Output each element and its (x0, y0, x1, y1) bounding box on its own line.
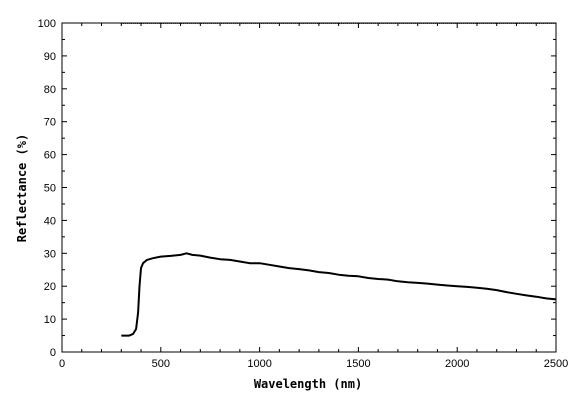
y-tick-label: 90 (44, 51, 56, 63)
y-tick-label: 80 (44, 84, 56, 96)
x-tick-label: 2000 (445, 358, 469, 370)
y-tick-label: 40 (44, 215, 56, 227)
y-tick-label: 30 (44, 248, 56, 260)
y-axis-label: Reflectance (%) (15, 134, 29, 242)
plot-area (61, 22, 557, 353)
x-tick-label: 1000 (247, 358, 271, 370)
tick-labels: 0 500 1000 1500 2000 2500 0 10 20 30 40 50 60 70 80 90 1… (38, 18, 569, 370)
x-axis-label: Wavelength (nm) (254, 377, 362, 391)
x-tick-label: 1500 (346, 358, 370, 370)
y-tick-label: 60 (44, 150, 56, 162)
y-tick-label: 0 (50, 347, 56, 359)
y-tick-label: 20 (44, 281, 56, 293)
x-tick-label: 500 (152, 358, 170, 370)
y-tick-label: 10 (44, 314, 56, 326)
reflectance-series-line (121, 252, 557, 337)
y-tick-label: 100 (38, 18, 56, 30)
plot-frame (61, 22, 557, 353)
x-tick-label: 0 (59, 358, 65, 370)
x-tick-label: 2500 (544, 358, 568, 370)
y-tick-label: 70 (44, 117, 56, 129)
axis-ticks (61, 22, 557, 353)
y-tick-label: 50 (44, 183, 56, 195)
